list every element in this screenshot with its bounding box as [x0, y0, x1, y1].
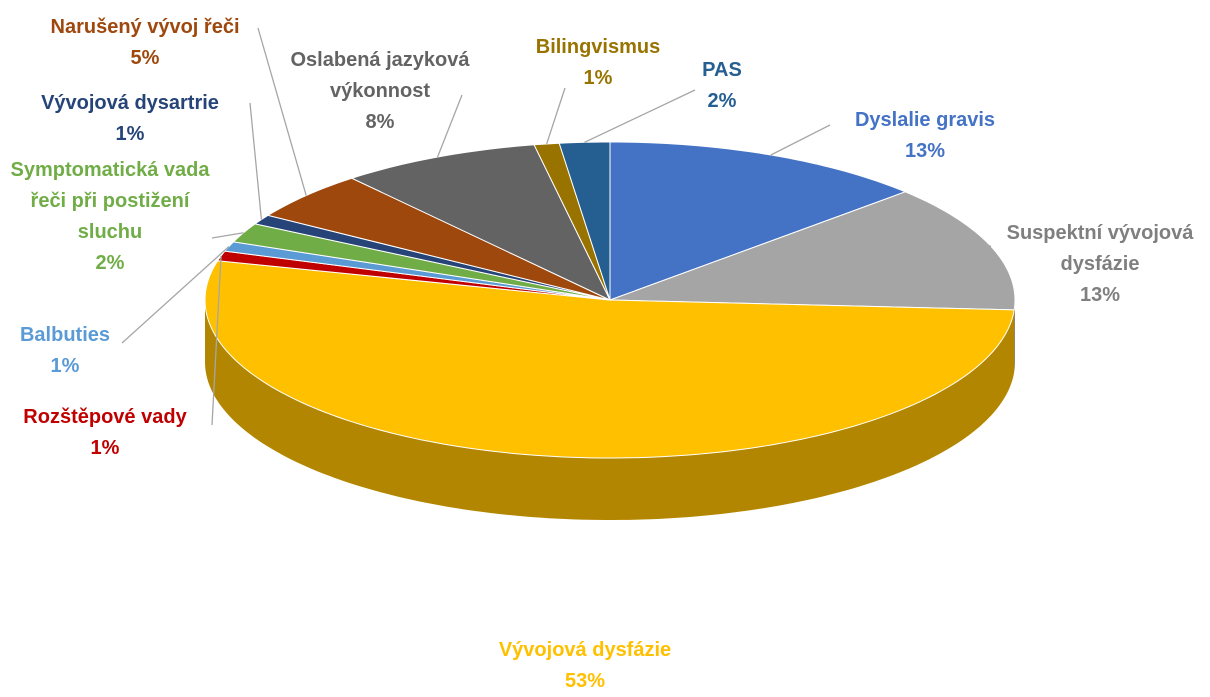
value-label: 2% — [95, 252, 125, 274]
leader-line — [121, 245, 230, 344]
leader-line — [211, 255, 222, 426]
data-label: Rozštěpové vady 1% — [0, 402, 210, 464]
slice-side-shade — [205, 300, 1015, 520]
value-label: 1% — [90, 437, 120, 459]
leader-line — [584, 89, 696, 143]
leader-line — [257, 27, 307, 196]
category-name: Symptomatická vada řeči při postižení sl… — [10, 159, 210, 243]
data-label: Balbuties 1% — [5, 320, 125, 382]
category-name: Bilingvismus — [535, 36, 661, 58]
category-name: Balbuties — [19, 324, 111, 346]
data-label: Dyslalie gravis 13% — [825, 105, 1025, 167]
slice-side-shade — [1014, 300, 1015, 372]
data-label: Symptomatická vada řeči při postižení sl… — [10, 155, 210, 279]
slice — [609, 141, 907, 301]
leader-line — [436, 94, 463, 158]
value-label: 1% — [115, 123, 145, 145]
category-name: Vývojová dysfázie — [498, 639, 672, 661]
value-label: 53% — [564, 670, 606, 692]
pie-sides — [205, 300, 1015, 520]
value-label: 1% — [583, 67, 613, 89]
leader-lines — [121, 27, 992, 426]
data-label: PAS 2% — [682, 55, 762, 117]
slice — [266, 177, 611, 301]
data-label: Oslabená jazyková výkonnost 8% — [285, 45, 475, 138]
data-label: Narušený vývoj řeči 5% — [20, 12, 270, 74]
leader-line — [546, 87, 566, 145]
value-label: 2% — [707, 90, 737, 112]
category-name: Oslabená jazyková výkonnost — [290, 49, 470, 102]
data-label: Vývojová dysartrie 1% — [5, 88, 255, 150]
slice — [232, 223, 611, 301]
category-name: PAS — [702, 59, 742, 81]
value-label: 5% — [130, 47, 160, 69]
pie-tops — [204, 141, 1016, 459]
leader-line — [770, 124, 831, 156]
slice-side — [1014, 300, 1015, 372]
value-label: 8% — [365, 111, 395, 133]
category-name: Vývojová dysartrie — [41, 92, 219, 114]
value-label: 13% — [1079, 284, 1121, 306]
category-name: Rozštěpové vady — [23, 406, 187, 428]
category-name: Suspektní vývojová dysfázie — [1006, 222, 1194, 275]
slice-side — [205, 300, 1015, 520]
category-name: Dyslalie gravis — [854, 109, 996, 131]
data-label: Vývojová dysfázie 53% — [465, 635, 705, 697]
data-label: Suspektní vývojová dysfázie 13% — [985, 218, 1210, 311]
slice — [204, 260, 1015, 459]
slice — [558, 141, 611, 301]
data-label: Bilingvismus 1% — [518, 32, 678, 94]
leader-line — [211, 232, 244, 239]
value-label: 1% — [50, 355, 80, 377]
leader-line — [249, 102, 263, 220]
leader-line — [974, 239, 992, 248]
value-label: 13% — [904, 140, 946, 162]
category-name: Narušený vývoj řeči — [50, 16, 240, 38]
